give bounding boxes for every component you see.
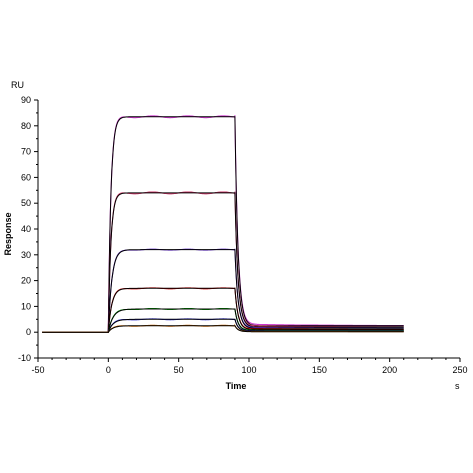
x-tick-label: -50 [31,365,44,375]
series-2-fit-line [42,249,404,333]
y-unit-label: RU [11,80,24,90]
y-tick-label: 10 [21,301,31,311]
x-ticks: -50 0 50 100 150 200 250 [31,358,468,375]
series-0-fit-line [42,116,404,333]
series-1-response-line [42,191,404,333]
y-tick-label: 40 [21,224,31,234]
x-tick-label: 50 [174,365,184,375]
x-unit-label: s [455,381,460,391]
y-axis-title: Response [3,212,13,255]
y-tick-label: 70 [21,147,31,157]
y-tick-label: 60 [21,172,31,182]
y-tick-label: 20 [21,276,31,286]
plot-area [42,115,404,333]
series-0-response-line [42,115,404,333]
x-tick-label: 250 [452,365,467,375]
x-tick-label: 100 [241,365,256,375]
y-tick-label: 0 [26,327,31,337]
y-tick-label: 30 [21,250,31,260]
y-tick-label: 50 [21,198,31,208]
series-3-fit-line [42,287,404,333]
x-tick-label: 150 [312,365,327,375]
y-tick-label: 90 [21,95,31,105]
series-1-fit-line [42,192,404,333]
y-tick-label: -10 [18,353,31,363]
y-tick-label: 80 [21,121,31,131]
y-ticks: -10 0 10 20 30 40 50 60 70 80 90 [18,95,38,363]
x-tick-label: 200 [382,365,397,375]
x-axis-title: Time [226,381,247,391]
series-6-fit-line [42,325,404,333]
x-tick-label: 0 [106,365,111,375]
